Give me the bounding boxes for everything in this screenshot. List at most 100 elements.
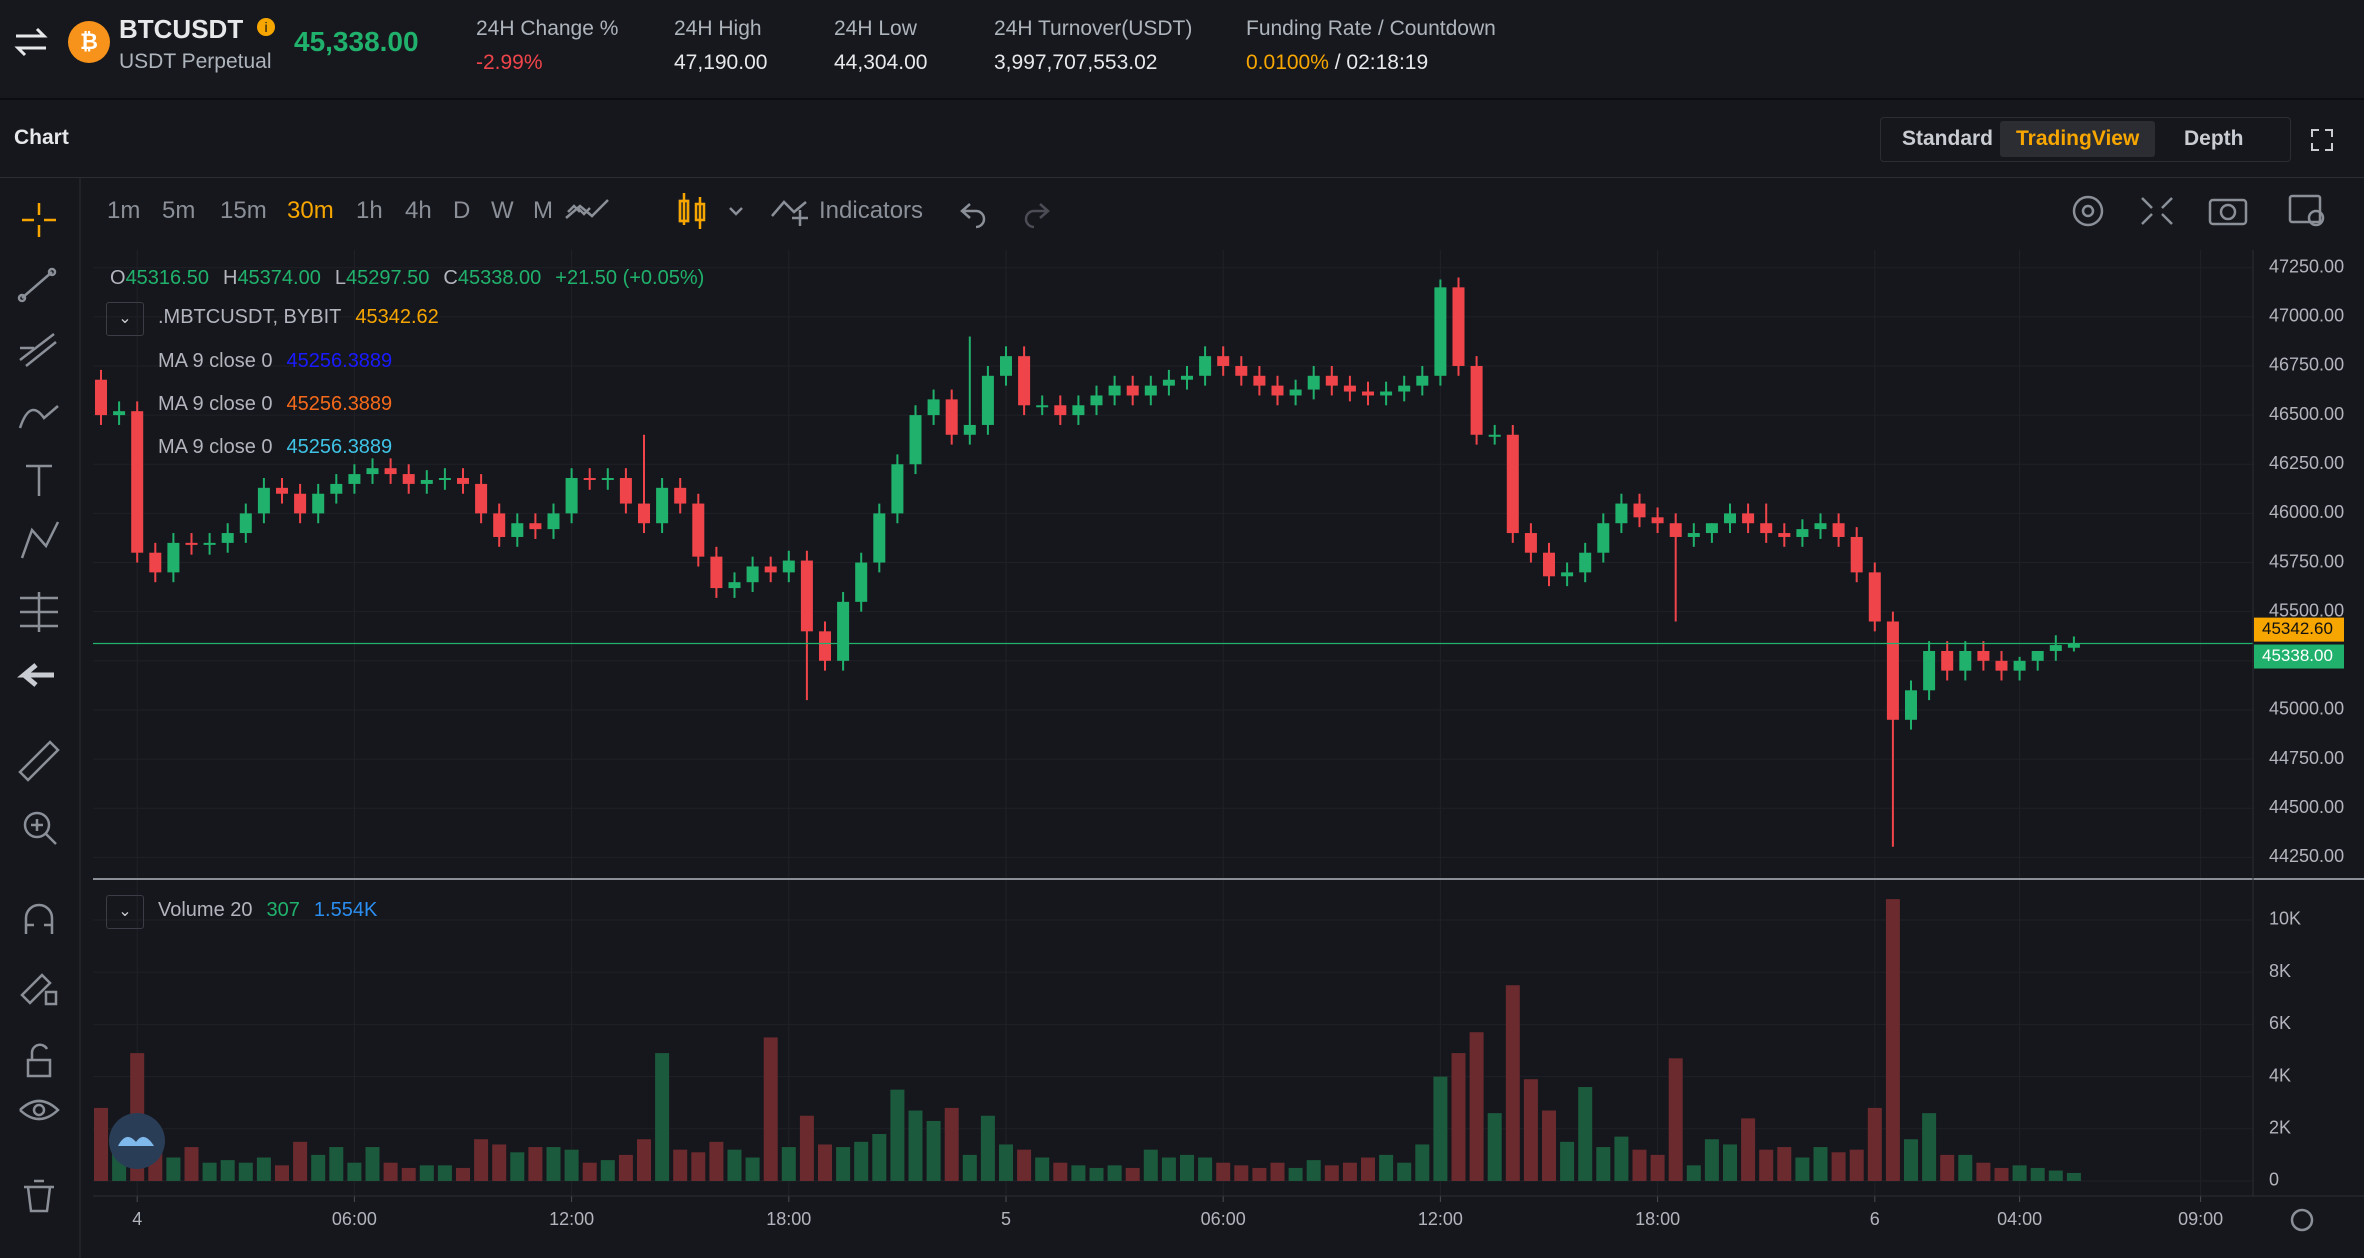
candle-body — [909, 415, 922, 465]
y-tick-label: 45500.00 — [2269, 600, 2344, 620]
volume-bar — [166, 1157, 181, 1181]
ohlc-key: C — [443, 267, 458, 289]
candle-body — [1181, 375, 1193, 380]
volume-bar — [1596, 1147, 1611, 1181]
y-tick-label: 44250.00 — [2269, 846, 2344, 866]
candle-body — [547, 513, 560, 530]
interval[interactable]: D — [453, 197, 471, 224]
volume-bar — [492, 1144, 507, 1181]
interval[interactable]: M — [533, 197, 553, 224]
volume-bar — [1994, 1167, 2009, 1181]
candle-body — [855, 562, 868, 602]
candle-body — [1850, 536, 1863, 573]
volume-bar — [1379, 1154, 1394, 1181]
volume-bar — [220, 1160, 235, 1181]
indicators-button[interactable]: Indicators — [819, 197, 924, 224]
candle-body — [1126, 385, 1139, 396]
candle-body — [619, 478, 632, 504]
candle-body — [656, 487, 669, 524]
volume-bar — [2048, 1170, 2063, 1181]
interval[interactable]: 1m — [107, 197, 141, 224]
volume-bar — [1723, 1144, 1737, 1181]
ohlc-item: L45297.50 — [335, 267, 430, 290]
volume-bar — [637, 1139, 651, 1181]
chart-tab[interactable]: Chart — [14, 126, 69, 149]
volume-bar — [1759, 1149, 1774, 1181]
stat-value: 44,304.00 — [834, 51, 928, 74]
price-tag — [2254, 644, 2344, 669]
volume-bar — [2012, 1165, 2027, 1181]
volume-bar — [202, 1162, 217, 1181]
volume-bar — [347, 1162, 362, 1181]
price-tag-label: 45342.60 — [2262, 619, 2333, 638]
volume-bar — [329, 1147, 344, 1181]
volume-bar — [854, 1141, 869, 1181]
candle-body — [1452, 287, 1465, 366]
candle-body — [1289, 389, 1302, 396]
volume-bar — [962, 1154, 977, 1181]
ohlc-item: C45338.00 — [443, 267, 541, 290]
candle-body — [782, 560, 795, 573]
collapse-button[interactable]: ⌄ — [106, 895, 144, 929]
volume-bar — [94, 1107, 108, 1181]
volume-legend: Volume 20 307 1.554K — [158, 899, 377, 922]
view-button[interactable]: TradingView — [2000, 121, 2156, 157]
volume-bar — [1777, 1147, 1792, 1181]
volume-bar — [311, 1154, 326, 1181]
interval[interactable]: 15m — [220, 197, 267, 224]
candle-body — [2067, 643, 2080, 648]
ohlc-change: +21.50 (+0.05%) — [555, 267, 705, 289]
volume-bar — [1270, 1162, 1285, 1181]
view-button[interactable]: Depth — [2184, 127, 2244, 150]
interval[interactable]: 30m — [287, 197, 334, 224]
volume-bar — [474, 1139, 489, 1181]
volume-bar — [1361, 1157, 1375, 1181]
candle-body — [1579, 552, 1592, 573]
candle-body — [1651, 517, 1664, 524]
volume-bar — [1940, 1154, 1955, 1181]
interval[interactable]: 4h — [405, 197, 432, 224]
swap-icon[interactable] — [14, 26, 48, 58]
ohlc-key: H — [222, 267, 238, 289]
ma-value: 45256.3889 — [286, 393, 393, 415]
volume-bar — [365, 1147, 380, 1181]
chart-toolbar-icons — [565, 193, 2325, 229]
ohlc-value: 45338.00 — [457, 267, 542, 289]
x-tick-label: 04:00 — [1997, 1209, 2042, 1229]
fullscreen-icon[interactable] — [2310, 128, 2334, 152]
volume-bar — [691, 1152, 706, 1181]
volume-bar — [1976, 1162, 1991, 1181]
candle-body — [203, 542, 216, 545]
stat-value: 47,190.00 — [674, 51, 768, 74]
symbol[interactable]: BTCUSDT — [119, 14, 244, 44]
volume-ma: 1.554K — [313, 899, 378, 921]
candle-body — [257, 487, 270, 514]
price-tag-label: 45338.00 — [2262, 646, 2333, 665]
volume-bar — [1795, 1157, 1810, 1181]
candle-body — [1760, 523, 1773, 534]
interval[interactable]: 1h — [356, 197, 383, 224]
volume-bar — [1922, 1113, 1937, 1181]
view-button[interactable]: Standard — [1902, 127, 1994, 150]
y-tick-label: 47250.00 — [2269, 256, 2344, 276]
volume-bar — [926, 1120, 941, 1181]
volume-bar — [1578, 1087, 1593, 1181]
candle-body — [1162, 379, 1175, 386]
x-tick-label: 09:00 — [2178, 1209, 2223, 1229]
info-icon[interactable]: i — [257, 18, 275, 36]
interval[interactable]: W — [491, 197, 514, 224]
interval[interactable]: 5m — [162, 197, 196, 224]
volume-bar — [1560, 1141, 1575, 1181]
settings-gear[interactable] — [2290, 1208, 2314, 1232]
candle-body — [438, 478, 451, 481]
candle-body — [1108, 385, 1121, 396]
ohlc-item: O45316.50 — [110, 267, 209, 290]
y-tick-label: 46000.00 — [2269, 502, 2344, 522]
y-tick-label: 45000.00 — [2269, 699, 2344, 719]
candle-body — [402, 474, 415, 484]
collapse-button[interactable]: ⌄ — [106, 302, 144, 336]
candle-body — [1362, 391, 1374, 396]
volume-bar — [1053, 1162, 1068, 1181]
x-tick-label: 12:00 — [1418, 1209, 1463, 1229]
candle-body — [1217, 356, 1230, 366]
